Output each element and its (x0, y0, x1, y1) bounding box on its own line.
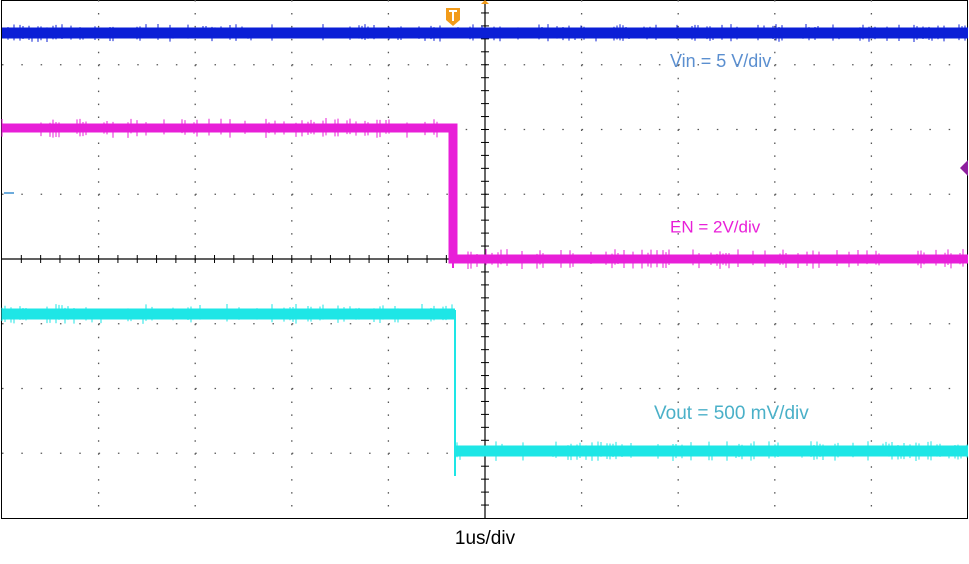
en-noise (1, 118, 964, 269)
vin-noise (7, 24, 966, 42)
trigger-marker-t (449, 10, 457, 21)
vin-label: Vin = 5 V/div (670, 51, 771, 71)
timebase-label: 1us/div (455, 528, 516, 549)
en-label: EN = 2V/div (670, 217, 761, 236)
trigger-position (481, 0, 489, 4)
vout-label: Vout = 500 mV/div (654, 403, 809, 424)
vout-noise (1, 304, 968, 461)
trigger-level-marker (960, 160, 968, 176)
